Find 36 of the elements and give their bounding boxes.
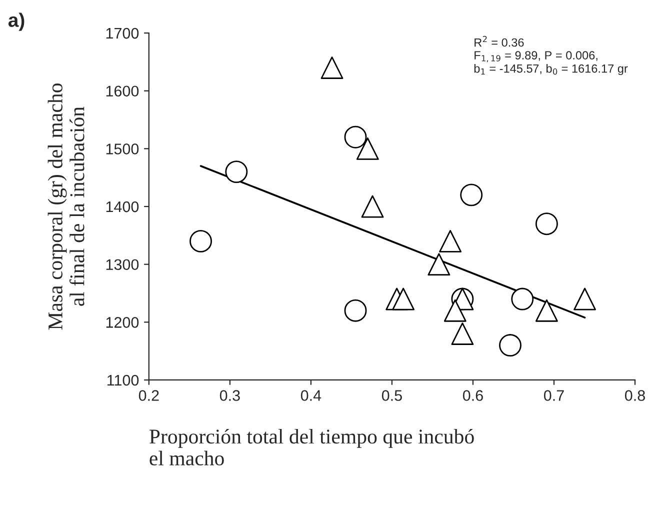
point: [444, 299, 466, 322]
y-axis-title: Masa corporal (gr) del macho al final de la incubación: [48, 84, 84, 330]
point: [344, 126, 367, 148]
point: [460, 184, 483, 206]
text: a): [8, 12, 24, 31]
y-tick-label: 1100: [108, 374, 139, 386]
y-tick-label: 1500: [106, 144, 139, 154]
point: [428, 253, 450, 276]
x-tick-label: 0.6: [462, 390, 483, 401]
y-tick-label: 1200: [106, 317, 139, 328]
x-tick-label: 0.4: [300, 390, 322, 401]
point: [535, 212, 558, 236]
point: [451, 322, 474, 345]
point: [392, 288, 415, 310]
x-tick-label: 0.8: [624, 390, 645, 401]
x-axis-title: Proporción total del tiempo que incubó el macho: [150, 428, 474, 466]
x-tick-label: 0.2: [138, 390, 159, 401]
y-tick-label: 1300: [106, 259, 139, 270]
point: [320, 56, 344, 79]
point: [225, 160, 248, 184]
point: [361, 195, 384, 218]
x-tick-label: 0.7: [544, 390, 564, 401]
y-tick-label: 1400: [106, 201, 139, 212]
point: [356, 137, 379, 160]
x-tick-label: 0.5: [382, 390, 402, 401]
point: [190, 230, 212, 252]
point: [499, 334, 522, 357]
point: [439, 230, 462, 252]
point: [574, 288, 596, 310]
point: [344, 299, 367, 322]
text: R$^{2}$ = 0.36 F$_{1,19}$ = 9.89, P = 0.006, b$_{1}$ = -145.57, b$_{0}$ = 1616.17 gr: [474, 36, 628, 76]
point: [511, 288, 534, 310]
y-tick-label: 1600: [106, 86, 139, 97]
y-tick-label: 1700: [106, 28, 139, 39]
point: [535, 299, 558, 322]
x-tick-label: 0.3: [220, 390, 240, 401]
